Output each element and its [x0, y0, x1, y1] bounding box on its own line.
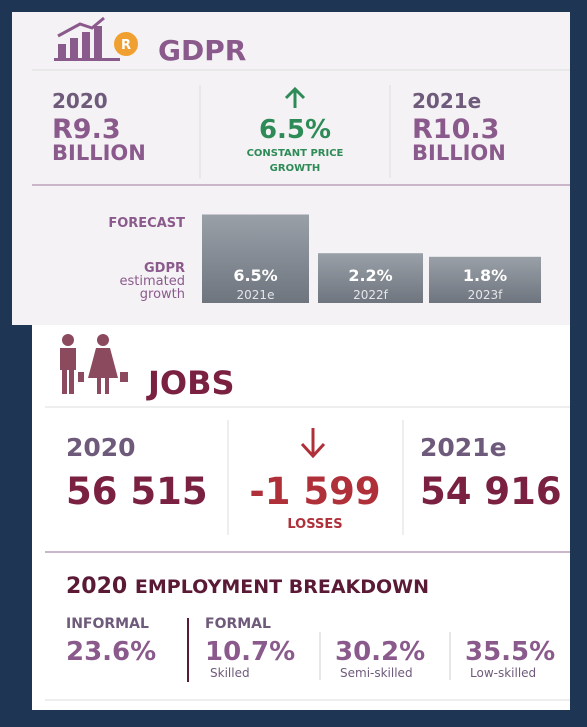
- bar-category: 2021e: [237, 288, 275, 302]
- breakdown-title: 2020 EMPLOYMENT BREAKDOWN: [66, 574, 429, 599]
- informal-value: 23.6%: [66, 637, 156, 667]
- value: R10.3: [412, 114, 499, 145]
- jobs-panel: [32, 325, 570, 710]
- axis-sub: estimated: [120, 274, 185, 289]
- formal-value: 35.5%: [465, 637, 555, 667]
- bar-value: 2.2%: [348, 266, 392, 285]
- year: 2020: [52, 89, 108, 113]
- formal-sub: Low-skilled: [470, 666, 536, 680]
- jobs-icon: [60, 334, 128, 394]
- breakdown-year: 2020: [66, 574, 127, 599]
- formal-items: 10.7%Skilled 30.2%Semi-skilled 35.5%Low-sk…: [205, 632, 555, 680]
- jobs-title: JOBS: [146, 364, 235, 402]
- breakdown-text: EMPLOYMENT BREAKDOWN: [135, 576, 429, 598]
- formal-label: FORMAL: [205, 616, 271, 632]
- loss-value: -1 599: [249, 470, 380, 513]
- bar: [318, 253, 423, 303]
- bar-value: 6.5%: [233, 266, 277, 285]
- growth-value: 6.5%: [259, 115, 331, 145]
- gdpr-icon: [54, 16, 138, 61]
- bar: [202, 214, 309, 303]
- axis-sub: growth: [140, 287, 185, 302]
- forecast-bars: 6.5% 2021e 2.2% 2022f 1.8% 2023f: [202, 214, 541, 303]
- growth-label: GROWTH: [270, 163, 321, 174]
- bar-category: 2023f: [468, 288, 504, 302]
- unit: BILLION: [412, 141, 506, 165]
- value: 56 515: [66, 470, 208, 513]
- value: R9.3: [52, 114, 121, 145]
- formal-value: 30.2%: [335, 637, 425, 667]
- axis-title: GDPR: [144, 261, 185, 276]
- formal-value: 10.7%: [205, 637, 295, 667]
- year: 2021e: [420, 433, 507, 462]
- year: 2021e: [412, 89, 481, 113]
- formal-sub: Skilled: [210, 666, 250, 680]
- down-arrow: [300, 428, 326, 459]
- badge: R: [121, 38, 131, 53]
- gdpr-title: GDPR: [158, 34, 246, 67]
- value: 54 916: [420, 470, 562, 513]
- bar-category: 2022f: [353, 288, 389, 302]
- informal-label: INFORMAL: [66, 616, 149, 632]
- bar-value: 1.8%: [463, 266, 507, 285]
- loss-label: LOSSES: [287, 517, 342, 532]
- growth-label: CONSTANT PRICE: [247, 148, 344, 159]
- bar: [429, 256, 541, 303]
- unit: BILLION: [52, 141, 146, 165]
- forecast-label: FORECAST: [108, 216, 185, 231]
- formal-sub: Semi-skilled: [340, 666, 413, 680]
- up-arrow: [284, 86, 306, 108]
- year: 2020: [66, 433, 136, 462]
